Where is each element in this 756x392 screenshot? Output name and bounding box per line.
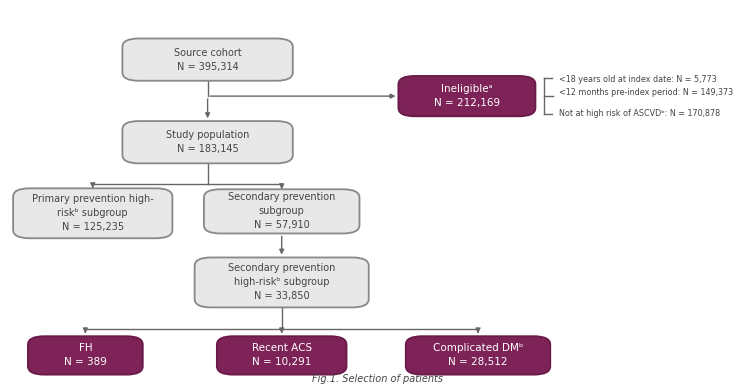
FancyBboxPatch shape <box>204 189 360 234</box>
FancyBboxPatch shape <box>406 336 550 375</box>
FancyBboxPatch shape <box>398 76 535 116</box>
FancyBboxPatch shape <box>13 188 172 238</box>
Text: Ineligibleᵃ
N = 212,169: Ineligibleᵃ N = 212,169 <box>434 84 500 108</box>
FancyBboxPatch shape <box>194 258 369 307</box>
Text: Complicated DMᵇ
N = 28,512: Complicated DMᵇ N = 28,512 <box>433 343 523 367</box>
FancyBboxPatch shape <box>122 121 293 163</box>
Text: <12 months pre-index period: N = 149,373: <12 months pre-index period: N = 149,373 <box>559 89 733 98</box>
FancyBboxPatch shape <box>217 336 346 375</box>
Text: Source cohort
N = 395,314: Source cohort N = 395,314 <box>174 47 241 72</box>
Text: Secondary prevention
high-riskᵇ subgroup
N = 33,850: Secondary prevention high-riskᵇ subgroup… <box>228 263 336 301</box>
FancyBboxPatch shape <box>28 336 143 375</box>
FancyBboxPatch shape <box>122 38 293 81</box>
Text: Fig.1. Selection of patients: Fig.1. Selection of patients <box>312 374 444 384</box>
Text: Not at high risk of ASCVDᵇ: N = 170,878: Not at high risk of ASCVDᵇ: N = 170,878 <box>559 109 720 118</box>
Text: <18 years old at index date: N = 5,773: <18 years old at index date: N = 5,773 <box>559 75 717 84</box>
Text: FH
N = 389: FH N = 389 <box>64 343 107 367</box>
Text: Secondary prevention
subgroup
N = 57,910: Secondary prevention subgroup N = 57,910 <box>228 192 336 230</box>
Text: Recent ACS
N = 10,291: Recent ACS N = 10,291 <box>252 343 311 367</box>
Text: Study population
N = 183,145: Study population N = 183,145 <box>166 130 249 154</box>
Text: Primary prevention high-
riskᵇ subgroup
N = 125,235: Primary prevention high- riskᵇ subgroup … <box>32 194 153 232</box>
